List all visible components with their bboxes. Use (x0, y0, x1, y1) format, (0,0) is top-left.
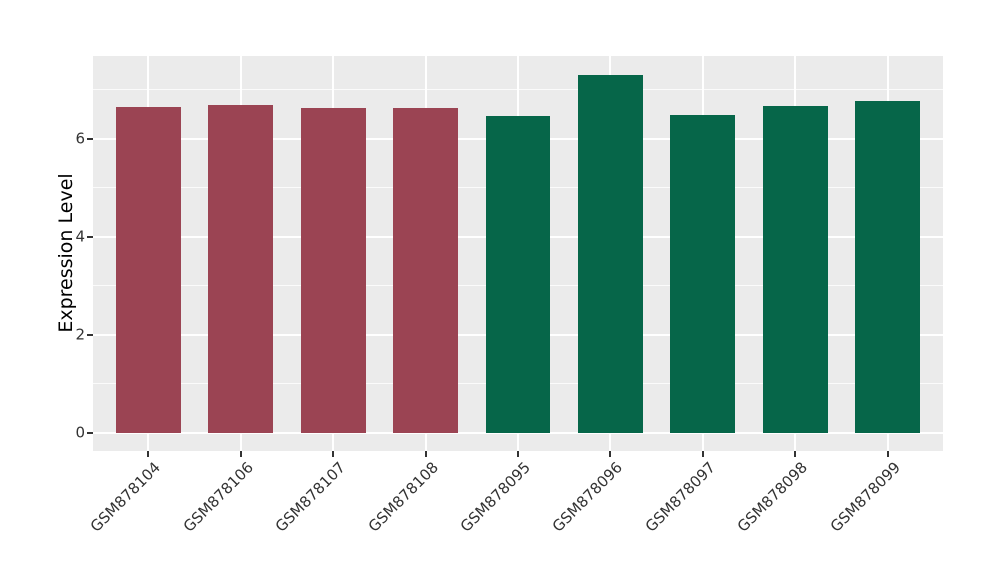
plot-panel (93, 56, 943, 451)
y-axis-title: Expression Level (55, 173, 77, 333)
y-tick-mark-2 (87, 333, 93, 336)
x-tick-mark-GSM878098 (794, 451, 797, 457)
x-tick-mark-GSM878107 (332, 451, 335, 457)
bar-GSM878098 (762, 105, 828, 433)
bar-GSM878099 (855, 100, 920, 433)
x-tick-mark-GSM878104 (147, 451, 150, 457)
bar-GSM878095 (485, 115, 551, 433)
bar-GSM878108 (393, 107, 458, 433)
x-tick-mark-GSM878106 (239, 451, 242, 457)
y-tick-mark-0 (87, 431, 93, 434)
y-tick-mark-6 (87, 137, 93, 140)
x-tick-mark-GSM878095 (517, 451, 519, 457)
y-tick-label-4: 4 (75, 227, 85, 246)
bar-GSM878104 (116, 106, 181, 433)
y-tick-label-6: 6 (75, 129, 85, 148)
y-tick-label-2: 2 (75, 325, 85, 344)
y-tick-mark-4 (87, 235, 93, 238)
x-tick-mark-GSM878108 (424, 451, 427, 457)
bar-GSM878096 (578, 74, 643, 433)
x-tick-mark-GSM878097 (701, 451, 704, 457)
bar-GSM878106 (208, 104, 274, 433)
bar-GSM878107 (300, 107, 366, 433)
x-tick-mark-GSM878099 (886, 451, 889, 457)
y-tick-label-0: 0 (75, 423, 85, 442)
x-tick-mark-GSM878096 (609, 451, 612, 457)
bar-GSM878097 (670, 114, 736, 433)
